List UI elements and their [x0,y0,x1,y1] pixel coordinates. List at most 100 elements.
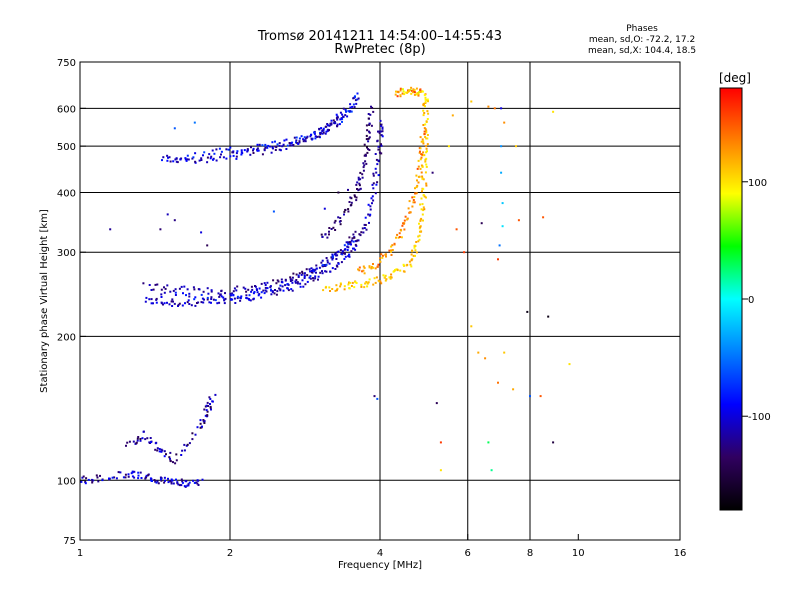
echo-point [361,270,364,273]
echo-point [539,395,542,398]
echo-point [329,123,332,126]
echo-point [274,140,276,143]
echo-point [367,113,370,115]
echo-point [147,474,149,477]
echo-point [363,266,366,269]
echo-point [298,140,301,143]
echo-point [227,148,230,151]
echo-point [300,135,303,138]
echo-point [229,155,232,158]
echo-point [375,183,378,186]
echo-point [421,138,424,141]
echo-point [426,150,428,153]
echo-point [109,228,112,231]
x-axis-ticks: 1 2 4 6 8 10 16 [77,534,686,559]
echo-point [406,91,409,94]
echo-point [421,90,424,93]
echo-point [296,281,299,284]
echo-point [500,107,503,110]
echo-point [368,221,370,224]
echo-point [139,471,142,474]
echo-point [264,289,267,292]
echo-point [329,290,331,292]
echo-point [168,156,171,159]
echo-point [246,148,249,151]
echo-point [356,92,359,95]
echo-point [324,233,327,236]
echo-point [198,288,201,291]
echo-point [368,266,371,269]
echo-point [243,149,246,152]
echo-point [359,171,362,174]
echo-point [503,121,506,124]
echo-point [419,226,422,229]
echo-point [410,92,413,95]
echo-point [137,471,140,474]
echo-point [170,482,173,485]
echo-point [230,298,233,301]
echo-point [160,477,163,480]
echo-point [266,146,269,149]
echo-point [411,249,414,252]
echo-point [413,196,416,198]
echo-point [309,135,312,138]
echo-point [415,87,418,90]
echo-point [337,216,340,219]
echo-point [283,139,286,142]
echo-point [176,481,179,484]
echo-point [185,294,187,297]
echo-point [343,258,346,260]
echo-point [417,175,420,178]
echo-point [160,450,163,453]
echo-point [173,219,176,222]
echo-point [417,159,420,162]
echo-point [201,297,204,300]
echo-point [411,196,414,199]
echo-point [207,292,210,295]
echo-point [207,405,210,407]
echo-point [312,268,315,271]
echo-point [376,139,379,142]
echo-point [188,481,191,484]
echo-point [286,287,289,290]
echo-point [178,287,181,290]
echo-point [366,129,369,132]
echo-point [364,160,367,163]
echo-point [350,197,353,200]
echo-point [282,289,285,292]
echo-point [220,290,223,293]
echo-point [235,152,238,155]
echo-point [200,159,203,161]
echo-point [368,265,371,268]
echo-point [365,134,368,137]
echo-point [552,110,555,113]
echo-point [350,110,353,113]
echo-point [347,283,350,286]
echo-point [274,289,276,291]
echo-point [263,282,266,285]
echo-point [212,158,214,161]
echo-point [175,160,178,163]
echo-point [415,174,418,177]
echo-point [358,188,361,191]
echo-point [160,478,162,481]
echo-point [210,301,212,304]
echo-point [152,302,154,305]
echo-point [325,257,328,259]
echo-point [376,265,379,268]
echo-point [163,455,166,458]
echo-point [380,152,383,155]
echo-point [245,297,248,299]
echo-point [384,274,387,277]
echo-point [391,244,394,247]
echo-point [423,130,426,133]
echo-point [337,191,340,194]
echo-point [260,291,263,294]
echo-point [192,156,195,159]
echo-point [218,301,221,304]
echo-point [126,441,129,444]
echo-point [487,105,490,108]
echo-point [197,484,200,486]
echo-point [303,275,306,278]
echo-point [203,420,206,423]
